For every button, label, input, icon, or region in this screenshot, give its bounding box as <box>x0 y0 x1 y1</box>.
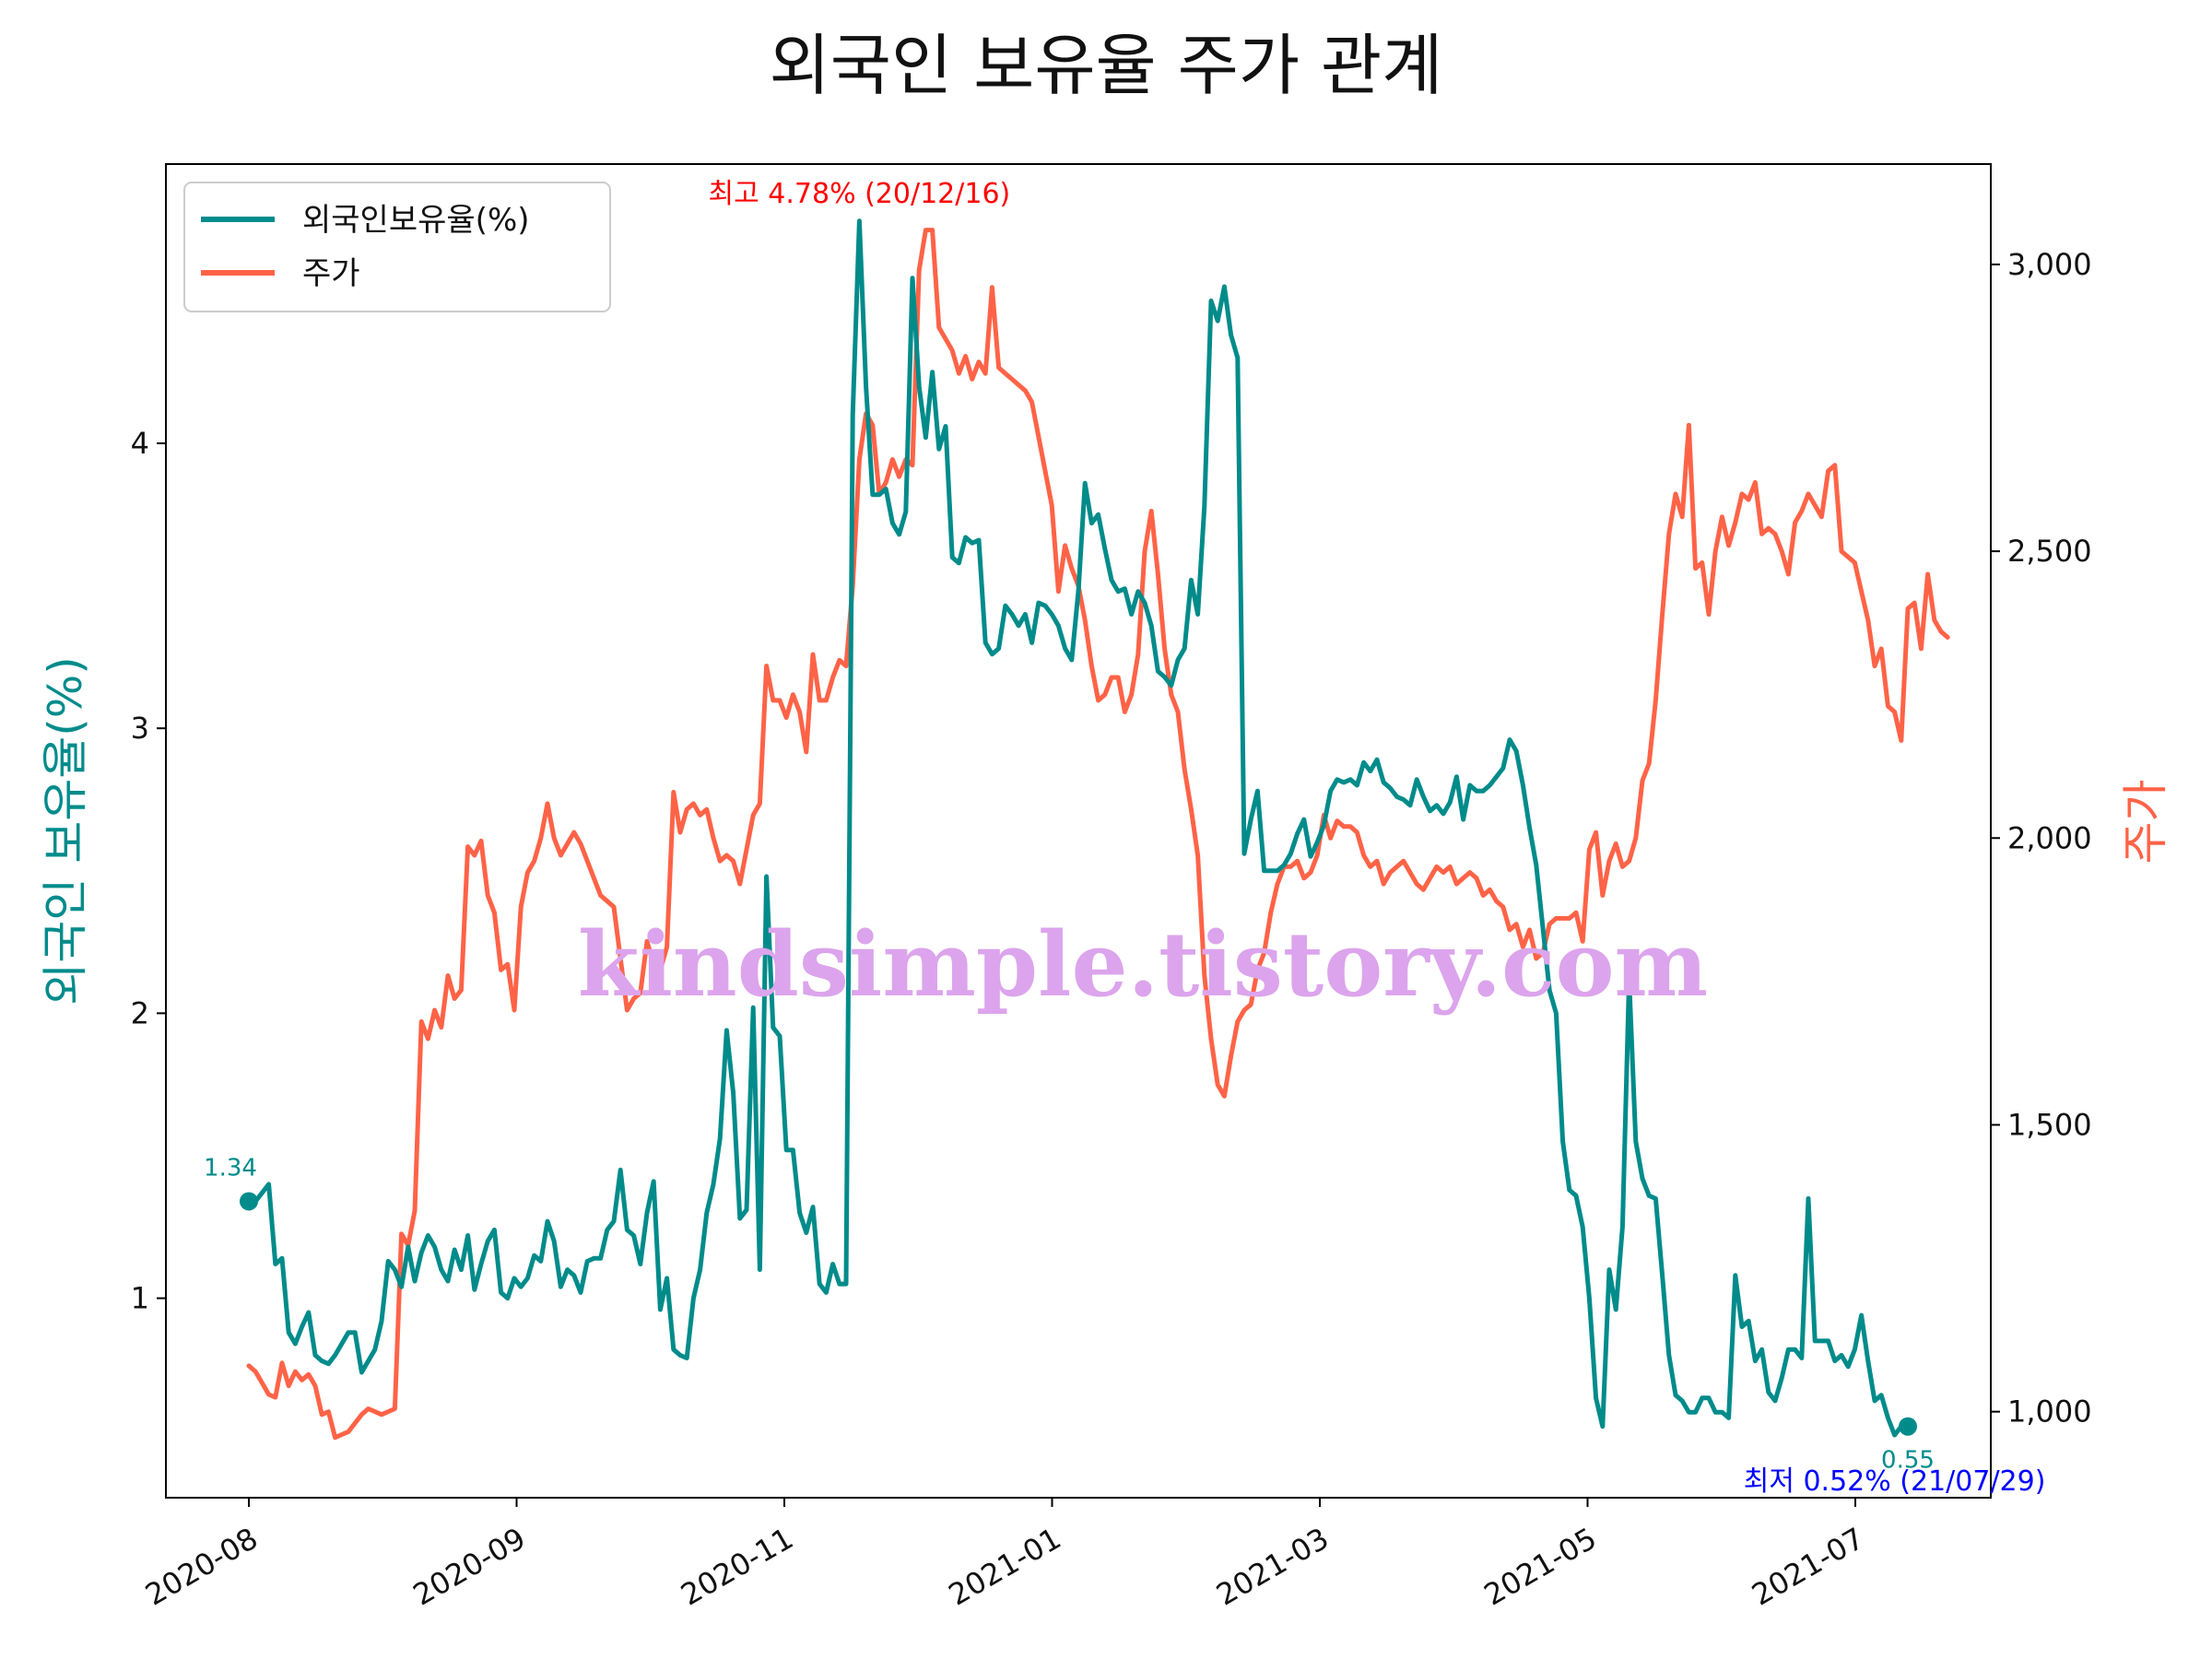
axes-frame <box>165 163 1992 1499</box>
y-right-tick-label: 1,000 <box>2007 1394 2092 1430</box>
y-right-tick-label: 2,000 <box>2007 820 2092 855</box>
max-annotation: 최고 4.78% (20/12/16) <box>709 178 1011 210</box>
start-value-label: 1.34 <box>204 1154 257 1182</box>
legend-box <box>183 182 611 312</box>
x-tick-label: 2020-11 <box>675 1521 799 1613</box>
chart-title: 외국인 보유율 주가 관계 <box>769 27 1442 104</box>
watermark: kindsimple.tistory.com <box>578 912 1708 1017</box>
min-annotation: 최저 0.52% (21/07/29) <box>1744 1465 2046 1498</box>
y-right-tick-label: 3,000 <box>2007 247 2092 282</box>
plot-area: 2020-08 2020-09 2020-11 2021-01 2021-03 2021-… <box>39 163 2172 1613</box>
y-right-tick-label: 1,500 <box>2007 1107 2092 1142</box>
legend-label: 외국인보유율(%) <box>302 202 530 239</box>
y-right-tick-label: 2,500 <box>2007 534 2092 569</box>
series-line-foreign <box>246 218 1911 1438</box>
y-left-tick-label: 3 <box>131 711 149 746</box>
x-tick-label: 2021-07 <box>1746 1521 1870 1613</box>
x-tick-label: 2020-09 <box>407 1521 532 1613</box>
legend: 외국인보유율(%) 주가 <box>183 182 611 312</box>
start-point-marker <box>240 1192 258 1211</box>
x-tick-label: 2021-03 <box>1210 1521 1335 1613</box>
end-point-marker <box>1899 1417 1917 1436</box>
end-value-label: 0.55 <box>1881 1447 1935 1475</box>
y-left-tick-label: 4 <box>131 426 149 461</box>
y-left-axis-label: 외국인 보유율(%) <box>39 656 92 1005</box>
y-left-tick-label: 1 <box>131 1281 149 1316</box>
y-left-tick-label: 2 <box>131 995 149 1030</box>
series-line-price <box>246 228 1950 1441</box>
legend-label: 주가 <box>302 255 360 292</box>
x-tick-label: 2021-05 <box>1478 1521 1603 1613</box>
y-right-axis-label: 주가 <box>2119 780 2172 865</box>
x-tick-label: 2020-08 <box>139 1521 264 1613</box>
x-tick-label: 2021-01 <box>943 1521 1067 1613</box>
